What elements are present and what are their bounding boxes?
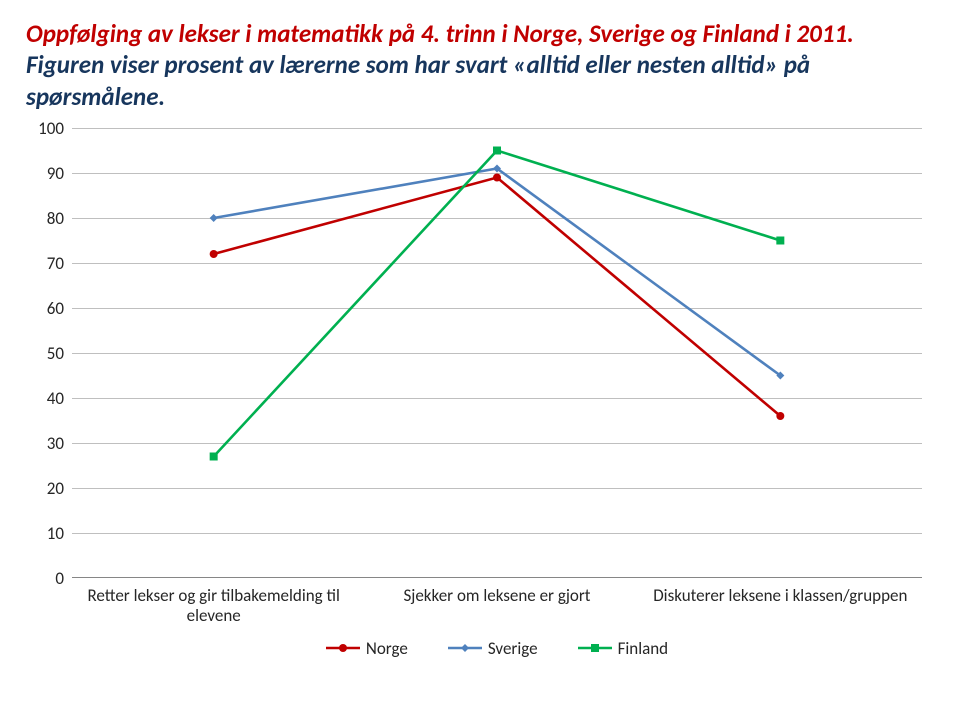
series-line-finland [214,150,781,456]
series-marker-sverige [210,214,218,222]
chart-title: Oppfølging av lekser i matematikk på 4. … [26,18,933,112]
x-category-label: Sjekker om leksene er gjort [355,586,638,627]
page: Oppfølging av lekser i matematikk på 4. … [0,0,959,723]
x-category-label: Retter lekser og gir tilbakemelding til … [72,586,355,627]
y-tick-label: 60 [26,298,64,319]
y-tick-label: 0 [26,568,64,589]
series-marker-norge [493,173,501,181]
y-tick-label: 100 [26,118,64,139]
y-tick-label: 10 [26,523,64,544]
plot-area [72,128,922,578]
legend-label: Sverige [488,638,538,659]
y-tick-label: 50 [26,343,64,364]
x-category-label: Diskuterer leksene i klassen/gruppen [639,586,922,627]
legend-item-norge: Norge [326,638,408,659]
y-tick-label: 40 [26,388,64,409]
x-axis-labels: Retter lekser og gir tilbakemelding til … [72,586,922,627]
chart: Retter lekser og gir tilbakemelding til … [26,120,926,660]
square-icon [578,641,612,655]
legend-label: Finland [618,638,669,659]
y-tick-label: 80 [26,208,64,229]
series-marker-norge [210,250,218,258]
y-tick-label: 70 [26,253,64,274]
series-marker-norge [776,412,784,420]
series-svg [72,128,922,578]
title-black: Figuren viser prosent av lærerne som har… [26,49,810,111]
title-red: Oppfølging av lekser i matematikk på 4. … [26,18,854,49]
legend-item-sverige: Sverige [448,638,538,659]
legend-item-finland: Finland [578,638,669,659]
series-marker-finland [493,146,501,154]
y-tick-label: 30 [26,433,64,454]
series-marker-finland [776,236,784,244]
legend-label: Norge [366,638,408,659]
series-marker-finland [210,452,218,460]
diamond-icon [448,641,482,655]
y-tick-label: 20 [26,478,64,499]
legend: Norge Sverige Finland [72,638,922,659]
circle-icon [326,641,360,655]
y-tick-label: 90 [26,163,64,184]
